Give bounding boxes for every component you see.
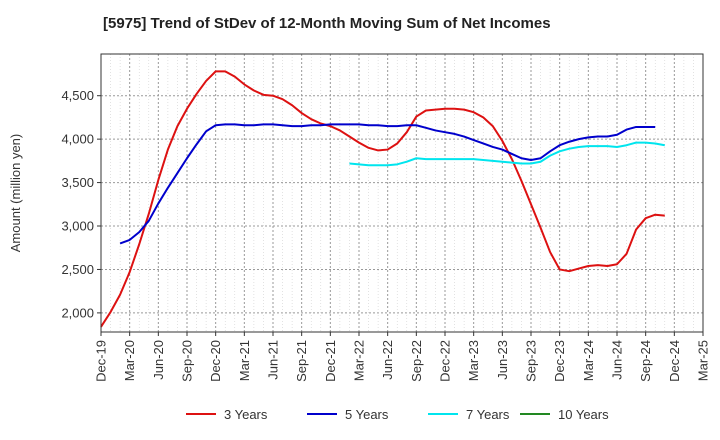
series-line-0 xyxy=(100,70,665,328)
x-tick-label: Mar-23 xyxy=(466,340,481,381)
x-tick-label: Mar-24 xyxy=(581,340,596,381)
x-tick-label: Mar-21 xyxy=(237,340,252,381)
x-tick-label: Sep-22 xyxy=(409,340,424,382)
series-line-1 xyxy=(119,123,656,245)
y-axis-label: Amount (million yen) xyxy=(8,134,23,253)
x-tick-label: Jun-20 xyxy=(151,340,166,380)
x-tick-label: Jun-23 xyxy=(495,340,510,380)
x-tick-label: Sep-23 xyxy=(524,340,539,382)
grid-lines xyxy=(100,54,704,332)
x-tick-label: Jun-21 xyxy=(266,340,281,380)
x-tick-label: Sep-20 xyxy=(180,340,195,382)
plot-frame xyxy=(100,53,704,333)
x-tick-label: Dec-24 xyxy=(667,340,682,382)
legend-label-3: 10 Years xyxy=(558,407,609,422)
y-tick-label: 3,000 xyxy=(61,219,94,234)
x-tick-label: Jun-24 xyxy=(610,340,625,380)
legend: 3 Years 5 Years 7 Years 10 Years xyxy=(186,407,609,422)
plot-area xyxy=(101,54,703,332)
x-tick-label: Mar-20 xyxy=(122,340,137,381)
x-tick-label: Mar-25 xyxy=(696,340,711,381)
x-tick-label: Dec-19 xyxy=(94,340,109,382)
legend-label-1: 5 Years xyxy=(345,407,389,422)
y-tick-label: 4,500 xyxy=(61,88,94,103)
x-tick-label: Sep-24 xyxy=(638,340,653,382)
legend-label-2: 7 Years xyxy=(466,407,510,422)
x-tick-label: Dec-22 xyxy=(438,340,453,382)
y-axis: 2,000 2,500 3,000 3,500 4,000 4,500 xyxy=(61,88,101,320)
series-line-2 xyxy=(349,141,665,167)
x-tick-label: Dec-23 xyxy=(552,340,567,382)
x-tick-label: Sep-21 xyxy=(294,340,309,382)
x-tick-label: Dec-21 xyxy=(323,340,338,382)
x-tick-label: Mar-22 xyxy=(352,340,367,381)
x-tick-label: Dec-20 xyxy=(208,340,223,382)
y-tick-label: 2,500 xyxy=(61,262,94,277)
y-tick-label: 2,000 xyxy=(61,305,94,320)
x-axis: Dec-19 Mar-20 Jun-20 Sep-20 Dec-20 Mar-21 Jun-… xyxy=(94,332,711,382)
series-lines xyxy=(100,70,665,328)
legend-label-0: 3 Years xyxy=(224,407,268,422)
y-tick-label: 4,000 xyxy=(61,132,94,147)
y-tick-label: 3,500 xyxy=(61,175,94,190)
chart-title: [5975] Trend of StDev of 12-Month Moving… xyxy=(103,15,551,32)
x-tick-label: Jun-22 xyxy=(380,340,395,380)
